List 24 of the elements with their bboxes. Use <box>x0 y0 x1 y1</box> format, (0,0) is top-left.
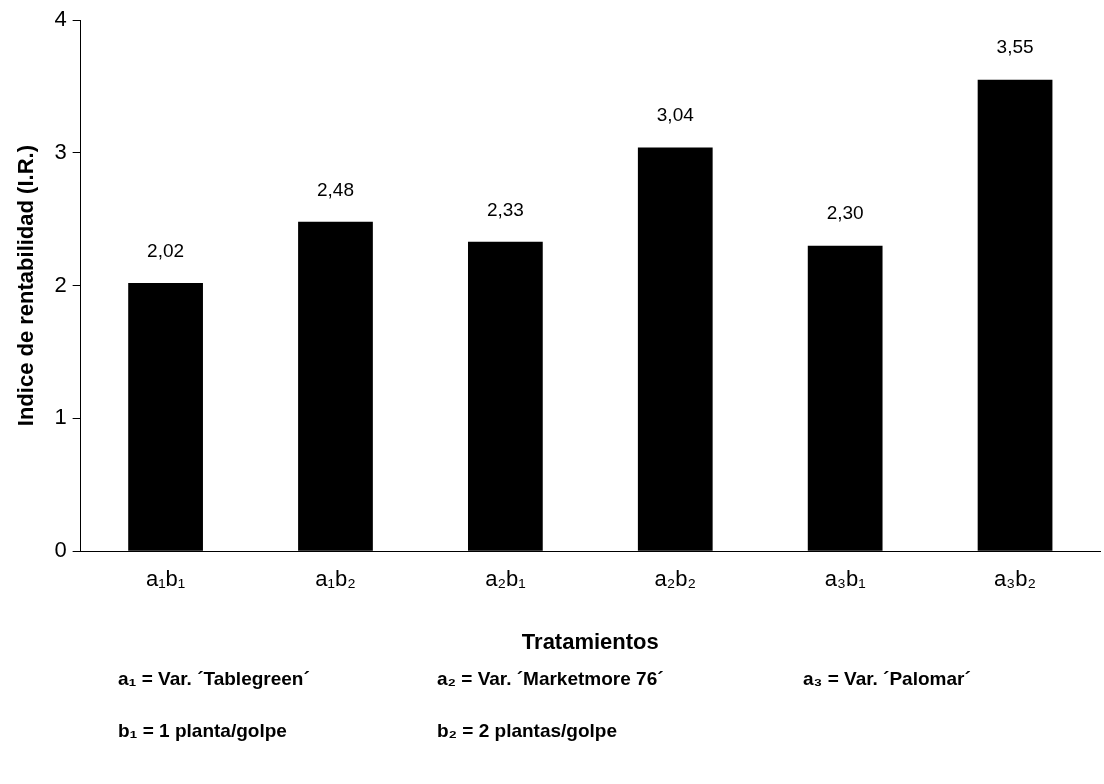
text: b₁ = 1 planta/golpe <box>118 720 288 742</box>
y-tick-label: 2 <box>54 271 67 297</box>
data-label: 2,48 <box>316 178 354 200</box>
data-label: 3,04 <box>656 104 695 126</box>
x-axis-title: Tratamientos <box>521 628 659 654</box>
y-axis-title: Indice de rentabilidad (I.R.) <box>13 145 39 427</box>
text: b₂ = 2 plantas/golpe <box>437 720 618 742</box>
text: a₃ = Var. ´Palomar´ <box>803 668 972 690</box>
data-label: 3,55 <box>996 36 1034 58</box>
x-tick-label: a₂b₁ <box>485 566 526 592</box>
x-tick-label: a₂b₂ <box>654 566 697 592</box>
x-tick-label: a₁b₂ <box>315 566 356 592</box>
y-tick-label: 4 <box>54 6 67 32</box>
y-tick-label: 3 <box>54 138 67 164</box>
x-tick-label: a₃b₂ <box>994 566 1037 592</box>
y-tick-label: 1 <box>54 404 67 430</box>
y-tick-label: 0 <box>54 537 67 563</box>
text: a₁ = Var. ´Tablegreen´ <box>118 668 311 690</box>
x-tick-label: a₁b₁ <box>145 566 186 592</box>
data-label: 2,33 <box>486 198 524 220</box>
data-label: 2,02 <box>147 239 185 261</box>
text: a₂ = Var. ´Marketmore 76´ <box>437 668 665 690</box>
data-label: 2,30 <box>826 202 864 224</box>
x-tick-label: a₃b₁ <box>824 566 866 592</box>
